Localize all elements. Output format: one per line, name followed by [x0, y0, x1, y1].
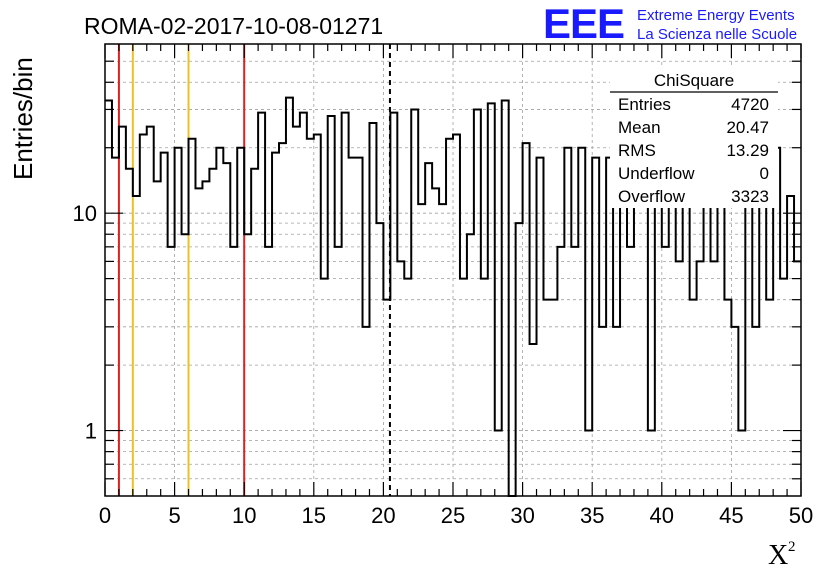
axis-ticks: 0 5 10 15 20 25 30 35 40 45 50 1 10	[73, 44, 813, 528]
stats-box: ChiSquare Entries 4720 Mean 20.47 RMS 13…	[610, 68, 778, 208]
x-tick-label-45: 45	[719, 503, 743, 528]
y-tick-label-10: 10	[73, 201, 97, 226]
stats-box-background	[610, 68, 778, 208]
x-tick-label-50: 50	[789, 503, 813, 528]
stats-label-entries: Entries	[618, 95, 671, 114]
stats-label-rms: RMS	[618, 141, 656, 160]
x-axis-label-superscript: 2	[788, 539, 796, 555]
x-tick-label-35: 35	[580, 503, 604, 528]
stats-value-rms: 13.29	[726, 141, 769, 160]
stats-label-underflow: Underflow	[618, 164, 695, 183]
stats-label-overflow: Overflow	[618, 187, 686, 206]
logo-line-1: Extreme Energy Events	[637, 7, 795, 24]
x-tick-label-15: 15	[302, 503, 326, 528]
chart-title: ROMA-02-2017-10-08-01271	[84, 13, 383, 39]
stats-title: ChiSquare	[654, 71, 734, 90]
x-axis-label-text: X	[768, 540, 788, 571]
logo-line-2: La Scienza nelle Scuole	[637, 26, 797, 43]
x-tick-label-25: 25	[441, 503, 465, 528]
stats-value-mean: 20.47	[726, 118, 769, 137]
eee-logo-mark: EEE	[543, 0, 624, 47]
x-tick-label-0: 0	[99, 503, 111, 528]
x-tick-label-30: 30	[510, 503, 534, 528]
y-axis-label: Entries/bin	[8, 57, 38, 180]
stats-value-overflow: 3323	[731, 187, 769, 206]
stats-value-underflow: 0	[760, 164, 769, 183]
x-tick-label-20: 20	[371, 503, 395, 528]
y-tick-label-1: 1	[85, 419, 97, 444]
x-axis-label: X 2	[768, 539, 796, 571]
x-tick-label-10: 10	[232, 503, 256, 528]
stats-label-mean: Mean	[618, 118, 661, 137]
grid-lines	[105, 44, 801, 496]
x-tick-label-5: 5	[168, 503, 180, 528]
eee-logo: EEE Extreme Energy Events La Scienza nel…	[543, 0, 797, 47]
stats-value-entries: 4720	[731, 95, 769, 114]
x-tick-label-40: 40	[650, 503, 674, 528]
